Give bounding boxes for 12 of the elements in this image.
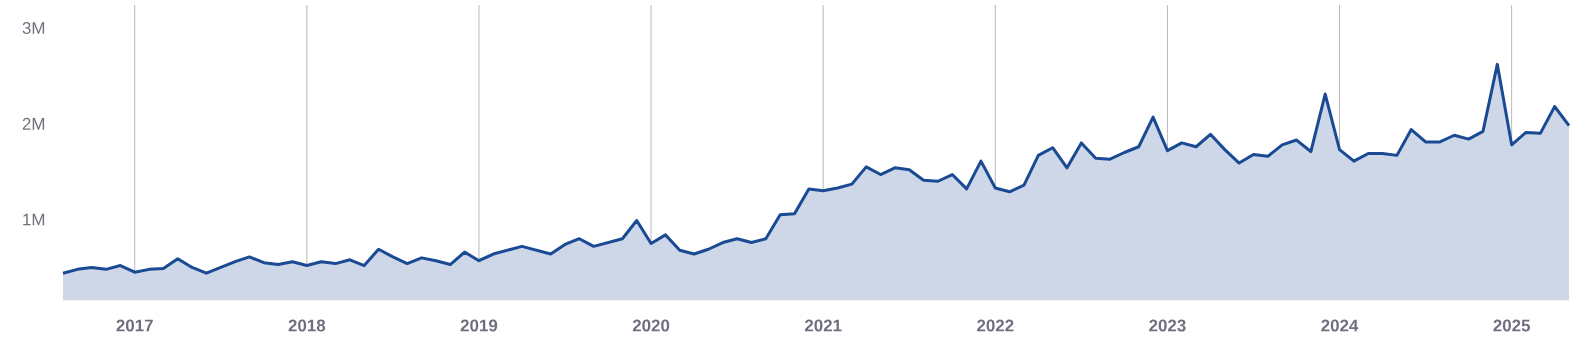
x-tick-label: 2024 xyxy=(1321,319,1359,332)
x-tick-label: 2025 xyxy=(1493,319,1531,332)
x-tick-label: 2021 xyxy=(804,319,842,332)
y-tick-label: 1M xyxy=(23,213,45,226)
x-tick-label: 2020 xyxy=(632,319,670,332)
x-tick-label: 2019 xyxy=(460,319,498,332)
x-tick-label: 2022 xyxy=(977,319,1014,332)
x-tick-label: 2023 xyxy=(1149,319,1186,332)
y-tick-label: 2M xyxy=(22,117,45,130)
x-tick-label: 2018 xyxy=(288,319,326,332)
x-tick-label: 2017 xyxy=(116,319,153,332)
y-tick-label: 3M xyxy=(22,21,45,34)
